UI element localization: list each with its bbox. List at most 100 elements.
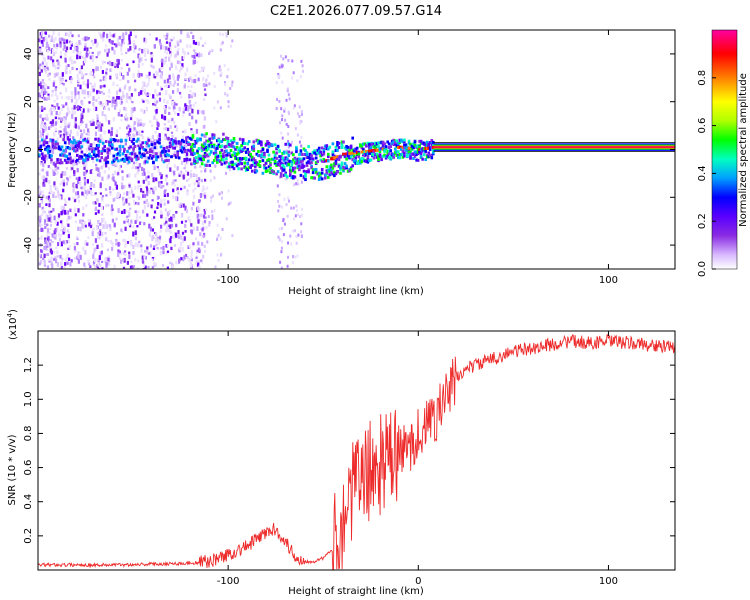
spectrogram-speckle	[130, 159, 133, 163]
spectrogram-speckle	[92, 201, 95, 205]
spectrogram-speckle	[98, 50, 101, 55]
spectrogram-ridge-cell	[307, 170, 310, 174]
spectrogram-ridge-cell	[62, 138, 65, 142]
spectrogram-speckle	[175, 196, 178, 201]
spectrogram-ridge-cell	[220, 140, 224, 144]
spectrogram-ridge-cell	[301, 157, 304, 161]
spectrogram-speckle	[109, 239, 113, 244]
spectrogram-ridge-cell	[314, 168, 318, 172]
spectrogram-ridge-cell	[42, 140, 46, 144]
spectrogram-speckle	[97, 152, 100, 158]
spectrogram-speckle	[74, 117, 77, 122]
spectrogram-ridge-cell	[397, 150, 400, 154]
spectrogram-ridge-cell	[352, 149, 356, 153]
spectrogram-speckle	[92, 158, 95, 163]
spectrogram-speckle	[144, 250, 147, 253]
spectrogram-ridge-cell	[246, 147, 249, 151]
spectrogram-speckle	[49, 167, 52, 170]
spectrogram-speckle	[159, 42, 162, 46]
spectrogram-speckle	[116, 63, 119, 69]
spectrogram-speckle	[129, 207, 132, 210]
spectrogram-ridge-cell	[51, 138, 55, 142]
spectrogram-speckle	[122, 266, 126, 269]
spectrogram-speckle	[76, 44, 80, 49]
spectrogram-ridge-cell	[54, 142, 58, 146]
spectrogram-speckle	[150, 57, 153, 63]
spectrogram-ridge-cell	[247, 166, 251, 170]
spectrogram-speckle	[38, 140, 42, 143]
spectrogram-speckle	[143, 254, 146, 259]
spectrogram-speckle	[197, 213, 200, 219]
spectrogram-speckle	[146, 48, 149, 51]
spectrogram-speckle	[94, 238, 97, 243]
spectrogram-speckle	[53, 80, 56, 84]
spectrogram-speckle	[111, 46, 114, 51]
spectrogram-speckle	[115, 238, 118, 242]
spectrogram-speckle	[42, 176, 45, 181]
spectrogram-ridge-cell	[372, 142, 376, 146]
spectrogram-speckle	[145, 93, 148, 96]
spectrogram-speckle	[214, 265, 217, 269]
spectrogram-ridge-cell	[120, 138, 123, 142]
spectrogram-speckle	[117, 170, 120, 173]
spectrogram-speckle	[147, 50, 150, 54]
spectrogram-speckle	[55, 258, 58, 264]
spectrogram-speckle	[86, 193, 89, 196]
spectrogram-ridge-cell	[45, 145, 49, 149]
spectrogram-ridge-cell	[127, 146, 131, 150]
spectrogram-speckle	[145, 106, 148, 112]
spectrogram-ridge-cell	[346, 145, 350, 149]
spectrogram-speckle	[101, 85, 104, 88]
spectrogram-speckle	[54, 163, 57, 168]
spectrogram-ridge-cell	[103, 158, 106, 162]
spectrogram-speckle	[187, 216, 190, 222]
spectrogram-speckle	[162, 250, 165, 255]
spectrogram-speckle	[197, 247, 200, 252]
spectrogram-ridge-cell	[66, 160, 70, 164]
spectrogram-speckle	[98, 32, 101, 35]
spectrogram-speckle	[205, 208, 208, 211]
spectrogram-speckle	[224, 83, 227, 86]
spectrogram-speckle	[104, 232, 107, 235]
spectrogram-ridge-cell	[336, 143, 339, 147]
spectrogram-speckle	[132, 193, 135, 198]
spectrogram-speckle	[109, 40, 112, 44]
spectrogram-ridge-cell	[197, 147, 201, 151]
spectrogram-speckle	[115, 184, 118, 190]
spectrogram-speckle	[176, 187, 179, 191]
spectrogram-speckle	[66, 106, 70, 111]
spectrogram-ridge-cell	[317, 171, 321, 175]
spectrogram-ridge-cell	[331, 150, 335, 154]
spectrogram-speckle	[141, 255, 144, 260]
spectrogram-ridge-cell	[386, 140, 389, 144]
spectrogram-speckle	[56, 102, 59, 107]
spectrogram-speckle	[74, 220, 78, 224]
spectrogram-speckle	[84, 58, 87, 64]
spectrogram-speckle	[135, 160, 138, 165]
spectrogram-speckle	[169, 38, 172, 42]
spectrogram-ridge-cell	[299, 149, 303, 153]
spectrogram-speckle	[45, 97, 48, 101]
spectrogram-speckle	[182, 238, 185, 243]
spectrogram-ridge-cell	[45, 141, 49, 145]
spectrogram-speckle	[134, 35, 137, 39]
spectrogram-ridge-cell	[290, 160, 294, 164]
spectrogram-speckle	[300, 180, 303, 184]
spectrogram-speckle	[202, 185, 205, 190]
spectrogram-ridge-cell	[167, 137, 170, 141]
spectrogram-ridge-cell	[282, 165, 286, 169]
spectrogram-speckle	[220, 191, 223, 195]
spectrogram-ridge-cell	[144, 160, 148, 164]
spectrogram-speckle	[163, 98, 166, 103]
spectrogram-speckle	[154, 97, 157, 100]
spectrogram-ridge-cell	[136, 137, 140, 141]
spectrogram-ridge-cell	[196, 149, 199, 153]
spectrogram-speckle	[197, 41, 200, 46]
spectrogram-speckle	[165, 228, 168, 233]
spectrogram-speckle	[200, 53, 203, 57]
spectrogram-ridge-cell	[281, 156, 284, 160]
spectrogram-ridge-cell	[425, 144, 429, 148]
spectrogram-ridge-cell	[106, 147, 110, 151]
spectrogram-ridge-cell	[273, 143, 277, 147]
spectrogram-ridge-cell	[106, 151, 110, 154]
